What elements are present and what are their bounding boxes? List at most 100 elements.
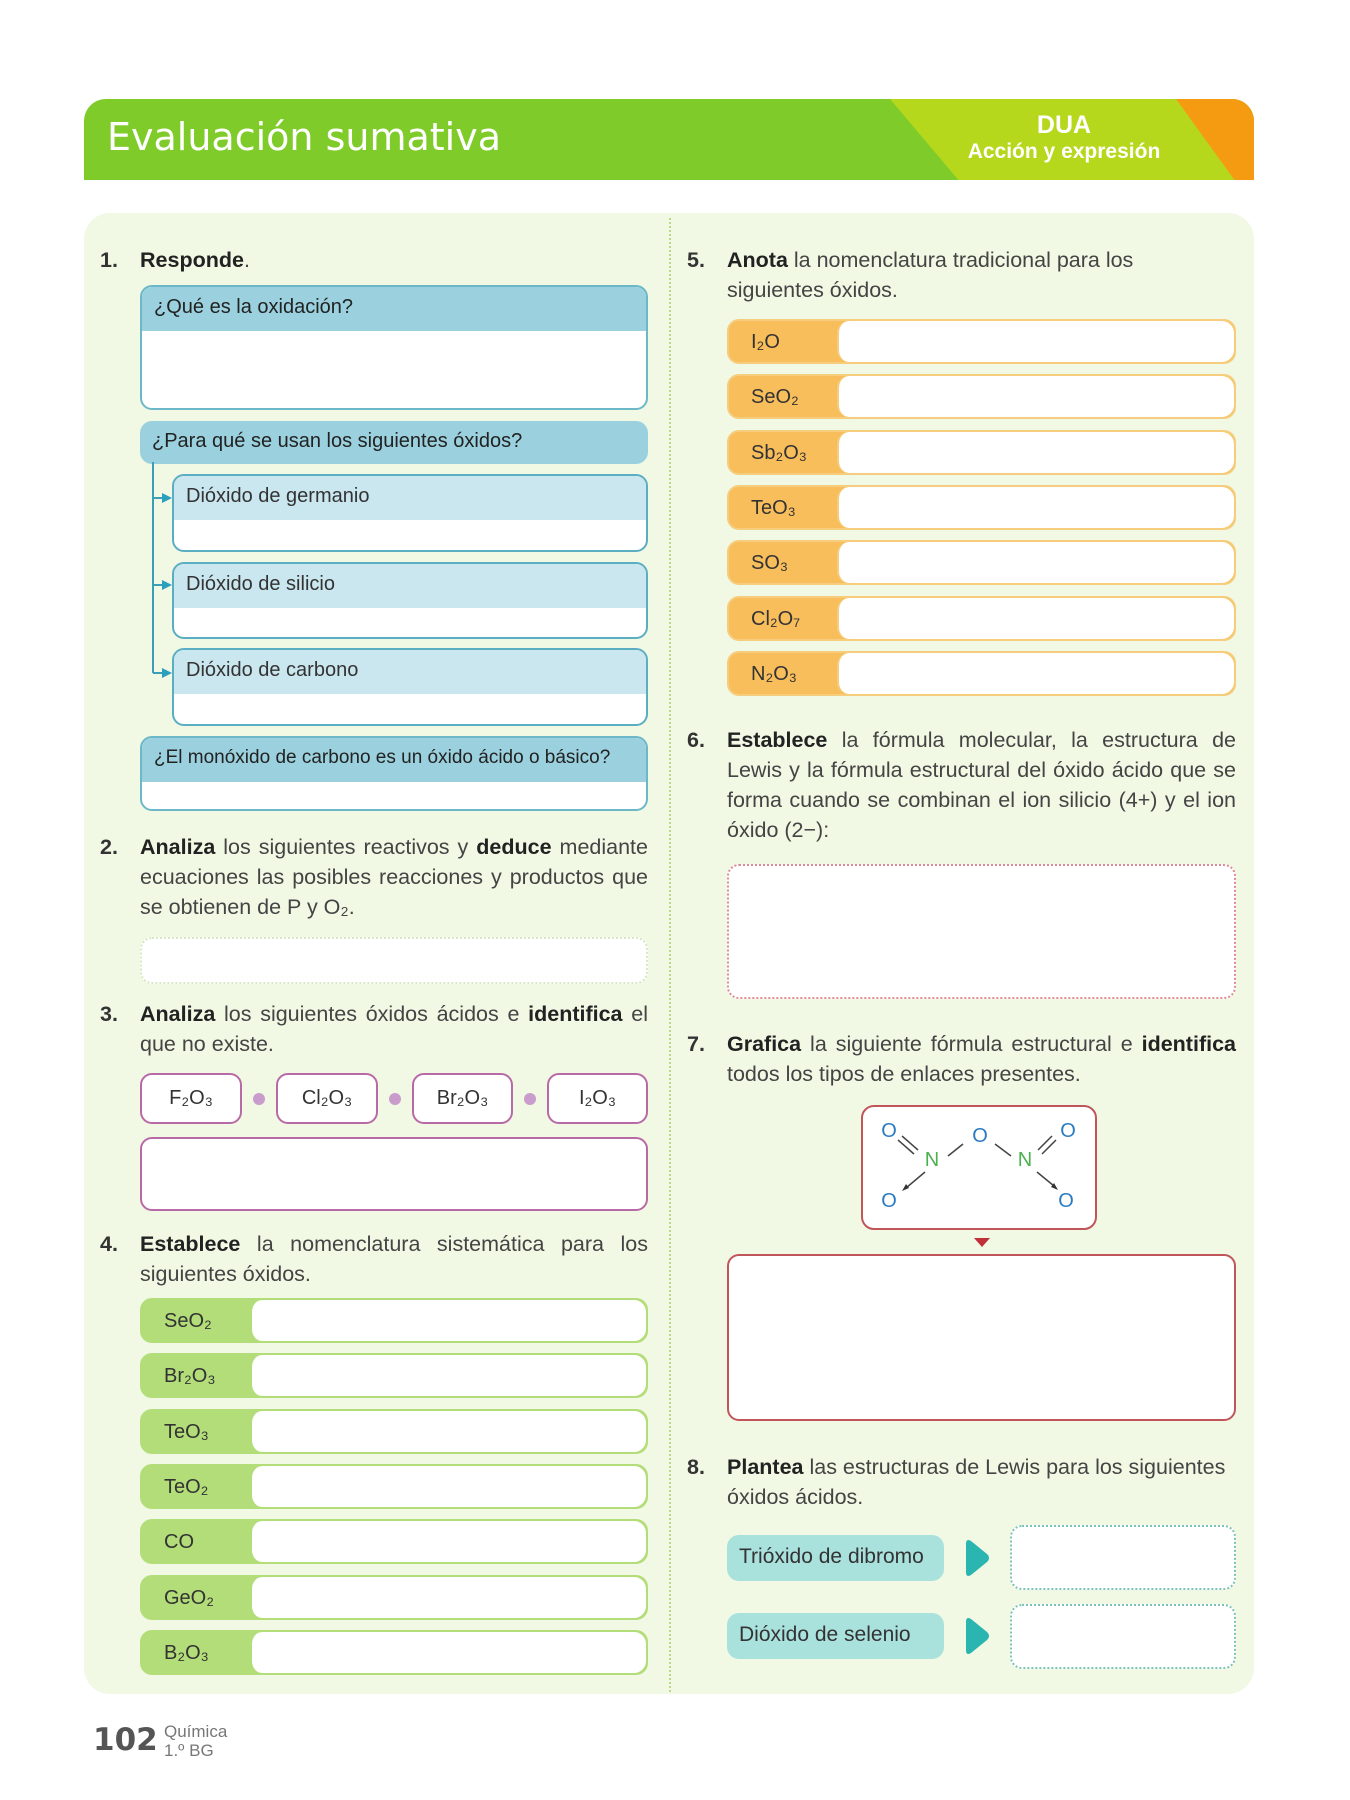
question-verb: Anota: [727, 248, 788, 272]
box-prompt: ¿Qué es la oxidación?: [142, 287, 646, 331]
question-verb: identifica: [1141, 1032, 1236, 1056]
box-prompt: Dióxido de germanio: [174, 476, 646, 520]
section-header: Evaluación sumativa DUA Acción y expresi…: [84, 99, 1254, 180]
bullet-dot: [389, 1093, 401, 1105]
formula-row: Sb₂O₃: [727, 429, 1236, 475]
answer-box-oxidation[interactable]: ¿Qué es la oxidación?: [140, 285, 648, 410]
formula-label: TeO₃: [164, 1420, 209, 1443]
formula-row: TeO₃: [727, 484, 1236, 530]
question-verb: Establece: [727, 728, 828, 752]
question-verb: Plantea: [727, 1455, 804, 1479]
formula-label: TeO₃: [751, 496, 796, 519]
answer-field[interactable]: [250, 1465, 646, 1507]
atom-n: N: [925, 1149, 939, 1171]
formula-label: Cl₂O₇: [751, 607, 801, 630]
question-text: la nomenclatura tradicional para los sig…: [727, 248, 1134, 302]
question-number: 7.: [687, 1032, 705, 1056]
answer-box-q8-1[interactable]: [1010, 1525, 1236, 1590]
atom-n: N: [1018, 1149, 1032, 1171]
question-verb: identifica: [528, 1002, 623, 1026]
formula-label: GeO₂: [164, 1586, 214, 1609]
question-number: 3.: [100, 1002, 118, 1026]
formula-label: CO: [164, 1531, 194, 1554]
formula-row: B₂O₃: [140, 1629, 648, 1675]
question-text: las estructuras de Lewis para los siguie…: [727, 1455, 1226, 1509]
formula-label: N₂O₃: [751, 662, 797, 685]
answer-box-q2[interactable]: [140, 937, 648, 984]
question-text: todos los tipos de enlaces presentes.: [727, 1062, 1081, 1086]
formula-row: Cl₂O₇: [727, 595, 1236, 641]
answer-box-q6[interactable]: [727, 864, 1236, 999]
answer-box-carbon[interactable]: Dióxido de carbono: [172, 648, 648, 726]
answer-box-co[interactable]: ¿El monóxido de carbono es un óxido ácid…: [140, 736, 648, 811]
option-pill[interactable]: F₂O₃: [140, 1073, 242, 1124]
answer-field[interactable]: [837, 321, 1234, 362]
atom-o: O: [881, 1190, 897, 1212]
bullet-dot: [524, 1093, 536, 1105]
answer-field[interactable]: [250, 1576, 646, 1618]
dua-badge: DUA Acción y expresión: [954, 111, 1174, 165]
question-7: 7. Grafica la siguiente fórmula estructur…: [687, 1029, 1236, 1089]
answer-field[interactable]: [250, 1300, 646, 1341]
answer-field[interactable]: [250, 1521, 646, 1563]
answer-field[interactable]: [837, 376, 1234, 418]
answer-field[interactable]: [837, 597, 1234, 639]
question-verb: Analiza: [140, 1002, 216, 1026]
tree-connector-icon: [152, 462, 172, 678]
formula-label: Br₂O₃: [164, 1365, 216, 1388]
oxide-label: Dióxido de selenio: [727, 1613, 944, 1659]
question-text: el que no existe.: [140, 1002, 648, 1056]
n2o3-structure-diagram: O O O O O N N: [861, 1105, 1097, 1230]
answer-box-q7[interactable]: [727, 1254, 1236, 1421]
question-text: los siguientes óxidos ácidos e: [215, 1002, 529, 1026]
question-text: .: [243, 248, 250, 272]
question-number: 8.: [687, 1455, 705, 1479]
atom-o: O: [1060, 1120, 1076, 1142]
formula-label: B₂O₃: [164, 1641, 209, 1664]
question-8: 8. Plantea las estructuras de Lewis para …: [687, 1452, 1236, 1512]
question-6: 6. Establece la fórmula molecular, la est…: [687, 725, 1236, 845]
atom-o: O: [881, 1120, 897, 1142]
option-pill[interactable]: Br₂O₃: [412, 1073, 513, 1124]
down-arrow-icon: [974, 1238, 990, 1247]
answer-field[interactable]: [250, 1631, 646, 1673]
question-text: los siguientes reactivos y: [215, 835, 477, 859]
box-prompt: ¿El monóxido de carbono es un óxido ácid…: [142, 738, 646, 782]
answer-field[interactable]: [837, 652, 1234, 694]
box-prompt: Dióxido de silicio: [174, 564, 646, 608]
section-title: Evaluación sumativa: [107, 115, 501, 159]
answer-field[interactable]: [837, 542, 1234, 584]
answer-box-q3[interactable]: [140, 1137, 648, 1211]
uses-prompt: ¿Para qué se usan los siguientes óxidos?: [140, 421, 648, 464]
answer-box-silicon[interactable]: Dióxido de silicio: [172, 562, 648, 639]
question-verb: Responde: [140, 248, 244, 272]
formula-row: I₂O: [727, 319, 1236, 364]
question-verb: Grafica: [727, 1032, 802, 1056]
answer-box-germanium[interactable]: Dióxido de germanio: [172, 474, 648, 552]
bonds: [897, 1135, 1057, 1189]
formula-row: N₂O₃: [727, 650, 1236, 696]
page-number: 102: [93, 1722, 158, 1758]
play-arrow-icon: [966, 1618, 989, 1654]
question-verb: deduce: [476, 835, 552, 859]
atom-o: O: [1058, 1190, 1074, 1212]
answer-field[interactable]: [250, 1410, 646, 1452]
formula-row: CO: [140, 1519, 648, 1565]
play-arrow-icon: [966, 1540, 989, 1576]
option-pill[interactable]: I₂O₃: [547, 1073, 648, 1124]
atom-o: O: [972, 1125, 988, 1147]
subject: Química: [164, 1722, 228, 1741]
question-verb: Analiza: [140, 835, 216, 859]
question-2: 2. Analiza los siguientes reactivos y ded…: [100, 832, 648, 922]
answer-field[interactable]: [250, 1355, 646, 1397]
option-pill[interactable]: Cl₂O₃: [276, 1073, 378, 1124]
answer-box-q8-2[interactable]: [1010, 1604, 1236, 1669]
answer-field[interactable]: [837, 486, 1234, 528]
answer-field[interactable]: [837, 431, 1234, 473]
question-5: 5. Anota la nomenclatura tradicional para…: [687, 245, 1236, 305]
question-1: 1. Responde.: [100, 245, 648, 275]
formula-row: SO₃: [727, 540, 1236, 586]
question-number: 4.: [100, 1232, 118, 1256]
question-text: la nomenclatura sistemática para los sig…: [140, 1232, 648, 1286]
question-number: 1.: [100, 248, 118, 272]
